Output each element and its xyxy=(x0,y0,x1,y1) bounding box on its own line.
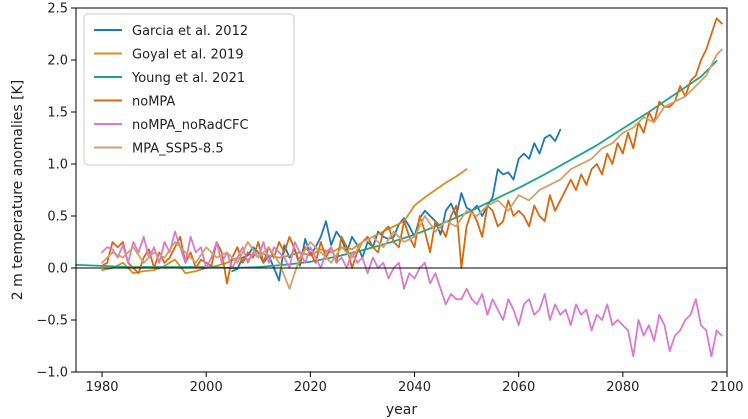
series-layer xyxy=(75,17,723,358)
x-axis-label: year xyxy=(386,402,417,418)
x-tick-label: 2100 xyxy=(710,380,743,395)
x-tick-label: 2080 xyxy=(606,380,639,395)
series-line-5 xyxy=(101,230,723,358)
x-tick-label: 2040 xyxy=(398,380,431,395)
x-tick-label: 2060 xyxy=(502,380,535,395)
legend-label: MPA_SSP5-8.5 xyxy=(132,142,224,157)
legend-label: Goyal et al. 2019 xyxy=(132,48,244,63)
series-line-1 xyxy=(231,128,562,282)
legend: Garcia et al. 2012 Goyal et al. 2019 Young… xyxy=(83,13,295,166)
axes-frame xyxy=(75,7,728,373)
x-tick-label: 2020 xyxy=(294,380,327,395)
y-axis-label: 2 m temperature anomalies [K] xyxy=(10,80,26,300)
y-tick-label: 0.5 xyxy=(47,210,68,225)
x-tick-label: 1980 xyxy=(85,380,118,395)
y-tick-label: −0.5 xyxy=(36,314,68,329)
y-tick-label: 1.5 xyxy=(47,106,68,121)
y-tick-label: 0.0 xyxy=(47,262,68,277)
y-tick-label: −1.0 xyxy=(36,366,68,381)
y-tick-label: 1.0 xyxy=(47,158,68,173)
legend-label: noMPA xyxy=(132,95,175,110)
y-tick-label: 2.5 xyxy=(47,2,68,17)
x-tick-label: 2000 xyxy=(190,380,223,395)
series-line-6 xyxy=(101,48,723,290)
legend-label: noMPA_noRadCFC xyxy=(132,118,249,133)
legend-label: Garcia et al. 2012 xyxy=(132,24,248,39)
axes: 1980 2000 2020 2040 2060 2080 2100 −1.0 −0.5 0.0 0… xyxy=(36,2,743,396)
legend-box xyxy=(83,13,295,166)
y-tick-label: 2.0 xyxy=(47,54,68,69)
legend-label: Young et al. 2021 xyxy=(131,71,245,86)
